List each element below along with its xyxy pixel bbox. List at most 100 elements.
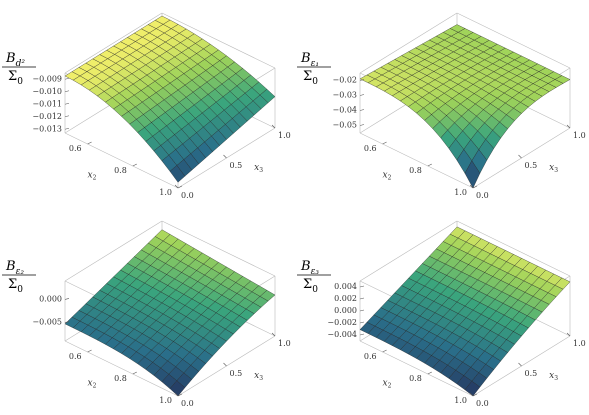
x2-tick xyxy=(87,141,92,145)
x2-tick-label: 0.6 xyxy=(69,144,82,153)
z-tick-label: −0.02 xyxy=(332,76,357,85)
box-edge xyxy=(161,220,276,277)
z-tick xyxy=(359,309,365,312)
x2-tick-label: 0.6 xyxy=(364,144,377,153)
axis-label-sub: 2 xyxy=(388,175,392,182)
x2-tick xyxy=(427,163,432,167)
x3-tick-label: 1.0 xyxy=(573,131,586,140)
x2-tick-label: 0.8 xyxy=(409,166,422,175)
x2-tick xyxy=(132,163,137,167)
surface-patch xyxy=(464,380,481,397)
z-tick-label: 0.000 xyxy=(39,294,62,303)
x3-tick xyxy=(469,392,474,397)
z-tick xyxy=(64,127,70,130)
x3_label-axis-label: x3 xyxy=(254,162,263,174)
axis-label-base: x xyxy=(254,370,259,380)
axis-label-base: x xyxy=(88,170,93,180)
axis-label-base: x xyxy=(383,170,388,180)
label-sub: ε₂ xyxy=(16,267,25,277)
label-numerator: Bd² xyxy=(5,51,25,69)
x3-tick xyxy=(469,184,474,189)
label-denominator: Σ0 xyxy=(8,69,23,87)
z-tick xyxy=(64,298,70,300)
box-edge xyxy=(359,132,474,189)
x2-tick-label: 0.8 xyxy=(114,166,127,175)
z-tick xyxy=(359,109,365,111)
z-tick xyxy=(359,79,365,81)
z-tick-label: −0.03 xyxy=(332,91,357,100)
label-numerator: Bε₁ xyxy=(300,51,319,69)
x3-tick xyxy=(223,154,227,159)
x3-tick-label: 0.0 xyxy=(181,399,194,408)
surface-patch xyxy=(464,160,481,189)
z-tick-label: 0.004 xyxy=(334,282,357,291)
x2_label-axis-label: x2 xyxy=(88,170,97,182)
x3-tick-label: 1.0 xyxy=(278,339,291,348)
box-edge xyxy=(64,12,163,74)
x2-tick xyxy=(382,141,387,145)
x3-tick-label: 1.0 xyxy=(573,339,586,348)
label-sub: d² xyxy=(16,59,26,69)
z-tick xyxy=(359,94,365,96)
z-tick xyxy=(64,90,70,93)
label-base: B xyxy=(300,259,311,274)
x2-tick-label: 1.0 xyxy=(159,396,172,405)
z-tick-label: −0.009 xyxy=(32,74,62,83)
axis-label-base: x xyxy=(88,378,93,388)
label-base: B xyxy=(5,259,16,274)
z-tick-label: −0.013 xyxy=(32,124,62,133)
x3_label-axis-label: x3 xyxy=(549,370,558,382)
x3-tick xyxy=(271,332,276,337)
panel: −0.009 −0.010 −0.011 −0.012 −0.013 0.6 0.8 1.0 0… xyxy=(2,12,291,200)
box-edge xyxy=(456,220,571,277)
axis-label-base: x xyxy=(254,162,259,172)
x3-tick xyxy=(566,124,571,129)
axis-label-sub: 2 xyxy=(93,383,97,390)
x2-tick xyxy=(132,371,137,375)
label-den: Σ xyxy=(303,69,312,84)
box-edge xyxy=(161,12,276,69)
x3-tick xyxy=(271,124,276,129)
x3-tick-label: 0.0 xyxy=(476,399,489,408)
axis-label-sub: 3 xyxy=(554,375,558,382)
x2-tick-label: 1.0 xyxy=(454,188,467,197)
z-tick xyxy=(64,77,70,80)
axis-label-base: x xyxy=(549,370,554,380)
x3-tick-label: 0.5 xyxy=(230,161,243,170)
label-base: B xyxy=(5,51,16,66)
z-tick-label: −0.011 xyxy=(32,99,62,108)
label-denominator: Σ0 xyxy=(303,277,318,295)
label-denominator: Σ0 xyxy=(303,69,318,87)
label-sub: ε₁ xyxy=(311,59,319,69)
x2-tick-label: 0.8 xyxy=(409,374,422,383)
x2-tick xyxy=(382,349,387,353)
x3-tick-label: 1.0 xyxy=(278,131,291,140)
x3-tick xyxy=(174,392,179,397)
label-den: Σ xyxy=(8,69,17,84)
x2-tick xyxy=(427,371,432,375)
label-den-sub: 0 xyxy=(312,77,318,87)
x2_label-axis-label: x2 xyxy=(88,378,97,390)
axis-label-sub: 3 xyxy=(259,375,263,382)
box-edge xyxy=(359,340,474,397)
axis-label-sub: 3 xyxy=(259,167,263,174)
label-den: Σ xyxy=(8,277,17,292)
x2-tick xyxy=(177,185,183,189)
x2-tick-label: 0.6 xyxy=(364,352,377,361)
label-denominator: Σ0 xyxy=(8,277,23,295)
label-sub: ε₃ xyxy=(311,267,320,277)
x2_label-axis-label: x2 xyxy=(383,378,392,390)
z-tick-label: 0.000 xyxy=(334,306,357,315)
x2-tick-label: 1.0 xyxy=(454,396,467,405)
x3-tick-label: 0.5 xyxy=(525,369,538,378)
z-tick-label: −0.010 xyxy=(32,87,62,96)
z-tick-label: 0.002 xyxy=(334,294,357,303)
z-tick xyxy=(64,321,70,323)
z-tick xyxy=(64,102,70,105)
x3-tick xyxy=(174,184,179,189)
x3-tick-label: 0.0 xyxy=(181,191,194,200)
label-den-sub: 0 xyxy=(312,285,318,295)
z-tick xyxy=(359,297,365,300)
